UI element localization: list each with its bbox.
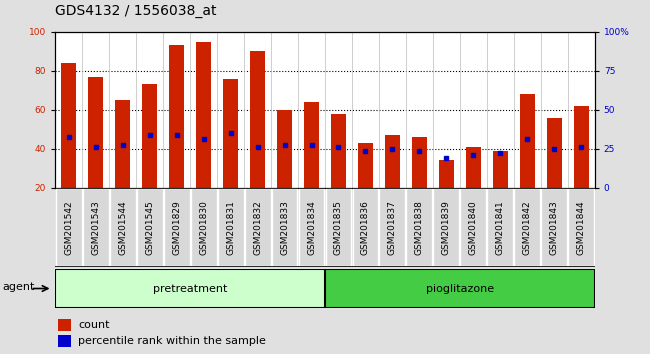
Text: GSM201837: GSM201837 — [388, 200, 397, 255]
FancyBboxPatch shape — [488, 188, 514, 267]
Text: GSM201831: GSM201831 — [226, 200, 235, 255]
Text: GSM201844: GSM201844 — [577, 200, 586, 255]
Bar — [358, 143, 373, 188]
Text: GSM201544: GSM201544 — [118, 200, 127, 255]
Bar — [331, 114, 346, 188]
Bar — [115, 100, 130, 188]
Bar — [304, 102, 319, 188]
FancyBboxPatch shape — [136, 188, 162, 267]
Text: agent: agent — [3, 281, 35, 292]
Text: GSM201833: GSM201833 — [280, 200, 289, 255]
FancyBboxPatch shape — [434, 188, 460, 267]
Text: GSM201830: GSM201830 — [199, 200, 208, 255]
Bar — [88, 77, 103, 188]
Text: pretreatment: pretreatment — [153, 284, 228, 293]
Text: percentile rank within the sample: percentile rank within the sample — [78, 336, 266, 346]
Text: GSM201843: GSM201843 — [550, 200, 559, 255]
Bar — [196, 42, 211, 188]
Text: GSM201832: GSM201832 — [253, 200, 262, 255]
Text: GDS4132 / 1556038_at: GDS4132 / 1556038_at — [55, 4, 216, 18]
FancyBboxPatch shape — [218, 188, 244, 267]
Bar — [385, 135, 400, 188]
Bar — [412, 137, 427, 188]
Bar — [277, 110, 292, 188]
Text: pioglitazone: pioglitazone — [426, 284, 494, 293]
Text: GSM201838: GSM201838 — [415, 200, 424, 255]
FancyBboxPatch shape — [326, 188, 352, 267]
Text: GSM201842: GSM201842 — [523, 200, 532, 255]
Bar — [142, 84, 157, 188]
FancyBboxPatch shape — [406, 188, 432, 267]
Text: GSM201841: GSM201841 — [496, 200, 505, 255]
FancyBboxPatch shape — [272, 188, 298, 267]
FancyBboxPatch shape — [352, 188, 378, 267]
FancyBboxPatch shape — [514, 188, 540, 267]
Text: GSM201545: GSM201545 — [145, 200, 154, 255]
FancyBboxPatch shape — [110, 188, 136, 267]
Bar — [574, 106, 589, 188]
Bar — [493, 151, 508, 188]
Text: GSM201839: GSM201839 — [442, 200, 451, 255]
Bar — [439, 160, 454, 188]
FancyBboxPatch shape — [380, 188, 406, 267]
Bar — [223, 79, 238, 188]
Bar — [250, 51, 265, 188]
Text: GSM201829: GSM201829 — [172, 200, 181, 255]
FancyBboxPatch shape — [164, 188, 190, 267]
FancyBboxPatch shape — [541, 188, 567, 267]
Text: GSM201835: GSM201835 — [334, 200, 343, 255]
Text: GSM201840: GSM201840 — [469, 200, 478, 255]
Bar — [466, 147, 481, 188]
Bar — [169, 46, 184, 188]
Bar — [325, 269, 595, 308]
FancyBboxPatch shape — [83, 188, 109, 267]
Text: GSM201836: GSM201836 — [361, 200, 370, 255]
Bar — [520, 94, 535, 188]
FancyBboxPatch shape — [190, 188, 216, 267]
FancyBboxPatch shape — [460, 188, 486, 267]
Text: GSM201834: GSM201834 — [307, 200, 316, 255]
FancyBboxPatch shape — [568, 188, 594, 267]
Bar — [61, 63, 76, 188]
Text: count: count — [78, 320, 109, 330]
Bar — [547, 118, 562, 188]
Bar — [55, 269, 325, 308]
FancyBboxPatch shape — [244, 188, 270, 267]
Bar — [58, 319, 72, 331]
Bar — [58, 335, 72, 347]
FancyBboxPatch shape — [56, 188, 82, 267]
Text: GSM201543: GSM201543 — [91, 200, 100, 255]
FancyBboxPatch shape — [298, 188, 324, 267]
Text: GSM201542: GSM201542 — [64, 200, 73, 255]
